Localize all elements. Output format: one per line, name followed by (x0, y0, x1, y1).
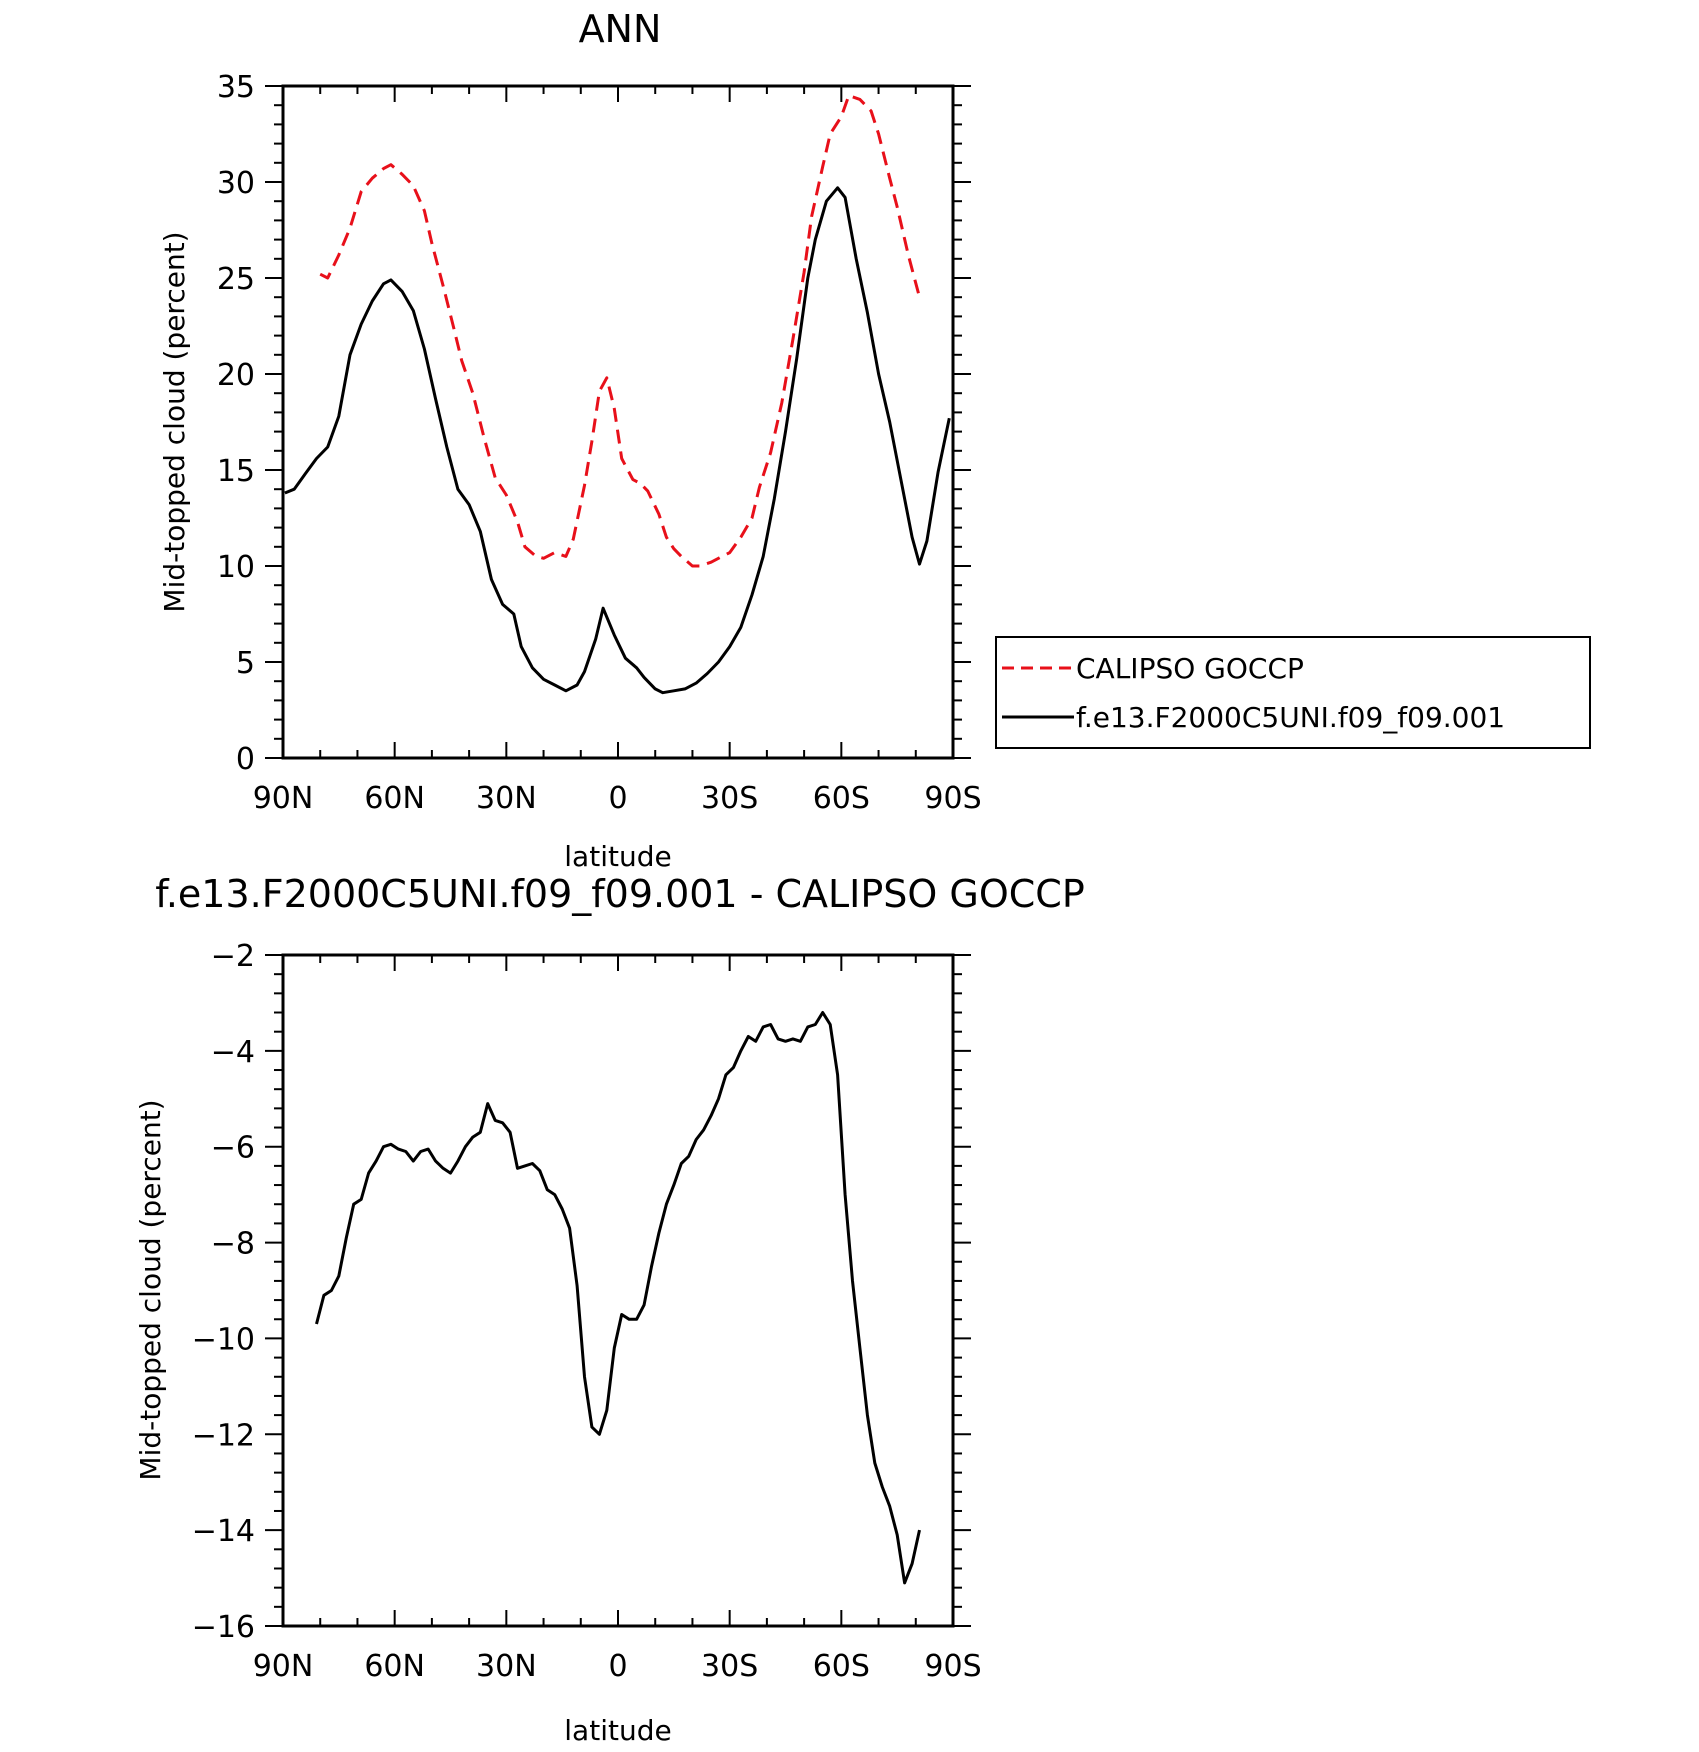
series-line-first (317, 1013, 920, 1583)
tick-layer: 90N 60N 30N 0 30S 60S 90S −16 −14 −12 −10 −8 −6 −4 −2 (192, 939, 982, 1684)
y-tick-label: −12 (192, 1418, 255, 1453)
legend: CALIPSO GOCCP f.e13.F2000C5UNI.f09_f09.0… (996, 637, 1590, 748)
x-tick-label: 60N (364, 1649, 425, 1684)
x-tick-label: 30N (476, 1649, 537, 1684)
y-tick-label: −6 (211, 1131, 255, 1166)
x-tick-label: 30S (701, 781, 758, 816)
y-axis-label: Mid-topped cloud (percent) (158, 231, 191, 612)
y-tick-label: 15 (217, 454, 255, 489)
x-tick-label: 90N (253, 1649, 314, 1684)
x-tick-label: 0 (608, 1649, 627, 1684)
y-tick-label: 5 (236, 646, 255, 681)
legend-label-model: f.e13.F2000C5UNI.f09_f09.001 (1076, 701, 1505, 734)
y-tick-label: 35 (217, 70, 255, 105)
x-tick-label: 90S (924, 781, 981, 816)
y-tick-label: 30 (217, 166, 255, 201)
series-layer (285, 96, 949, 693)
chart-title: ANN (579, 7, 662, 51)
x-tick-label: 60S (813, 1649, 870, 1684)
x-axis-label: latitude (564, 840, 671, 873)
chart-difference: f.e13.F2000C5UNI.f09_f09.001 - CALIPSO G… (134, 872, 1085, 1747)
x-tick-label: 90N (253, 781, 314, 816)
y-tick-label: −14 (192, 1514, 255, 1549)
x-tick-label: 60N (364, 781, 425, 816)
x-tick-label: 90S (924, 1649, 981, 1684)
series-line-first (320, 96, 919, 566)
y-tick-label: −8 (211, 1227, 255, 1262)
y-tick-label: 25 (217, 262, 255, 297)
x-axis-label: latitude (564, 1714, 671, 1747)
series-layer (317, 1013, 920, 1583)
x-tick-label: 30N (476, 781, 537, 816)
chart-annual-mean: ANN 90N 60N 30N 0 30S 60S 90S 0 5 10 15 20 25 30 35 la… (158, 7, 1590, 873)
x-tick-label: 60S (813, 781, 870, 816)
y-tick-label: −10 (192, 1322, 255, 1357)
plot-frame (283, 86, 953, 758)
tick-layer: 90N 60N 30N 0 30S 60S 90S 0 5 10 15 20 25 30 35 (217, 70, 982, 816)
y-tick-label: −16 (192, 1610, 255, 1645)
legend-label-calipso: CALIPSO GOCCP (1076, 652, 1304, 685)
y-tick-label: 10 (217, 550, 255, 585)
x-tick-label: 30S (701, 1649, 758, 1684)
series-line-second (285, 188, 949, 693)
y-tick-label: 20 (217, 358, 255, 393)
y-tick-label: 0 (236, 742, 255, 777)
chart-title: f.e13.F2000C5UNI.f09_f09.001 - CALIPSO G… (155, 872, 1085, 916)
y-tick-label: −4 (211, 1035, 255, 1070)
y-axis-label: Mid-topped cloud (percent) (134, 1099, 167, 1480)
x-tick-label: 0 (608, 781, 627, 816)
y-tick-label: −2 (211, 939, 255, 974)
